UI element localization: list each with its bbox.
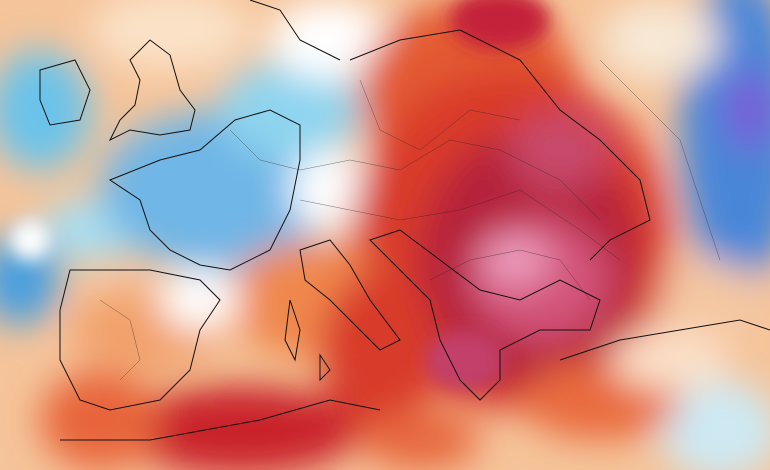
coastlines (39, 0, 770, 441)
borders (99, 59, 721, 381)
